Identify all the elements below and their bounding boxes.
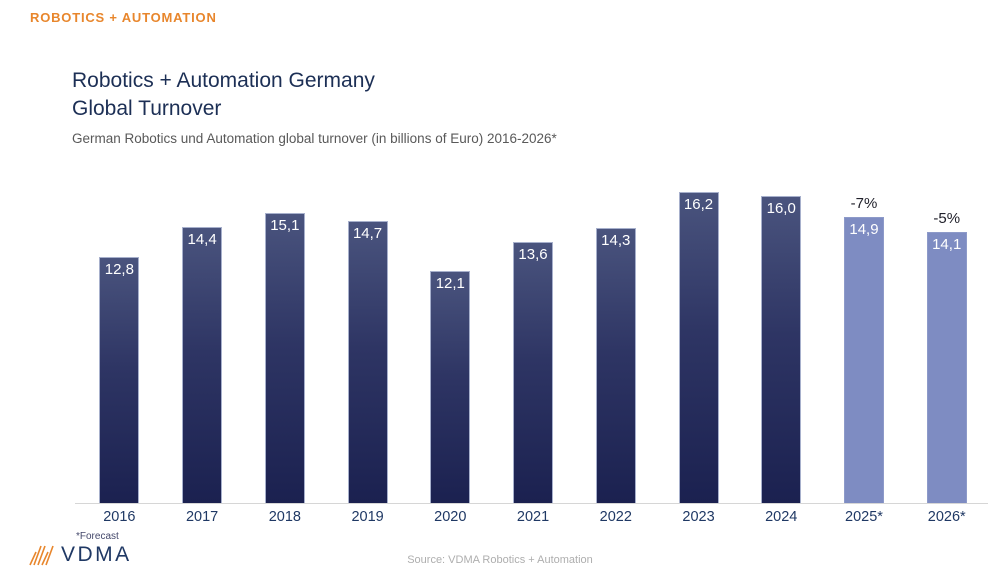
bar-value-label: 12,1 <box>435 275 465 292</box>
x-axis-label: 2024 <box>765 509 798 525</box>
bar-value-label: 12,8 <box>104 261 134 278</box>
bar-value-label: 13,6 <box>518 246 548 263</box>
bar-column: -5% 14,1 <box>905 158 988 503</box>
bar-value-label: 15,1 <box>270 217 300 234</box>
x-axis-label: 2020 <box>434 509 467 525</box>
x-axis-label: 2017 <box>185 509 219 525</box>
x-axis-label: 2018 <box>268 509 301 525</box>
page-title-line2: Global Turnover <box>72 97 222 120</box>
bar-column: 16,0 <box>740 158 823 503</box>
page-title-line1: Robotics + Automation Germany <box>72 69 375 92</box>
bar-2018: 15,1 <box>264 213 305 503</box>
brand-header: ROBOTICS + AUTOMATION <box>30 10 217 25</box>
bar-column: 14,4 <box>161 158 244 503</box>
bar-column: 12,1 <box>409 158 492 503</box>
x-axis-label: 2016 <box>103 509 136 525</box>
bar-column: 15,1 <box>243 158 326 503</box>
x-axis-line <box>75 503 988 504</box>
bar-column: 14,3 <box>574 158 657 503</box>
bar-2023: 16,2 <box>678 192 719 503</box>
chart-subtitle: German Robotics und Automation global tu… <box>72 131 557 146</box>
x-axis-label: 2026* <box>927 509 966 525</box>
bar-2020: 12,1 <box>430 271 471 503</box>
bar-2026: 14,1 <box>926 232 967 503</box>
bar-2019: 14,7 <box>347 221 388 503</box>
bar-2021: 13,6 <box>513 242 554 503</box>
bar-2025: 14,9 <box>843 217 884 503</box>
bar-value-label: 14,4 <box>187 231 217 248</box>
bar-percent-label: -7% <box>850 195 878 212</box>
bar-column: 16,2 <box>657 158 740 503</box>
bar-value-label: 14,1 <box>932 236 962 253</box>
bar-2022: 14,3 <box>595 228 636 503</box>
bar-percent-label: -5% <box>933 210 961 227</box>
bar-column: 13,6 <box>492 158 575 503</box>
bar-column: -7% 14,9 <box>823 158 906 503</box>
bar-chart-plot-area: 12,8 14,4 15,1 14,7 12,1 13,6 14,3 16,2 16,0 -7% 1… <box>78 158 988 503</box>
forecast-footnote: *Forecast <box>76 531 119 542</box>
bar-value-label: 14,9 <box>849 221 879 238</box>
vdma-logo-text: VDMA <box>61 543 132 566</box>
x-axis-label: 2025* <box>845 509 883 525</box>
bar-2017: 14,4 <box>182 227 223 503</box>
bar-value-label: 14,7 <box>352 225 383 242</box>
bar-value-label: 16,0 <box>766 200 796 217</box>
bar-column: 12,8 <box>78 158 161 503</box>
vdma-logo: VDMA <box>28 543 132 567</box>
vdma-logo-hatch-icon <box>29 545 54 566</box>
x-axis-label: 2023 <box>682 509 715 525</box>
x-axis-label: 2021 <box>516 509 550 525</box>
bar-2016: 12,8 <box>99 257 140 503</box>
bar-column: 14,7 <box>326 158 409 503</box>
x-axis-labels-row: 2016 2017 2018 2019 2020 2021 2022 2023 2024 2025… <box>78 509 988 525</box>
source-text: Source: VDMA Robotics + Automation <box>407 554 593 566</box>
x-axis-label: 2022 <box>599 509 632 525</box>
bar-value-label: 14,3 <box>601 232 631 249</box>
bar-value-label: 16,2 <box>683 196 714 213</box>
page-title: Robotics + Automation Germany Global Tur… <box>72 67 375 123</box>
bar-2024: 16,0 <box>761 196 802 503</box>
x-axis-label: 2019 <box>351 509 384 525</box>
